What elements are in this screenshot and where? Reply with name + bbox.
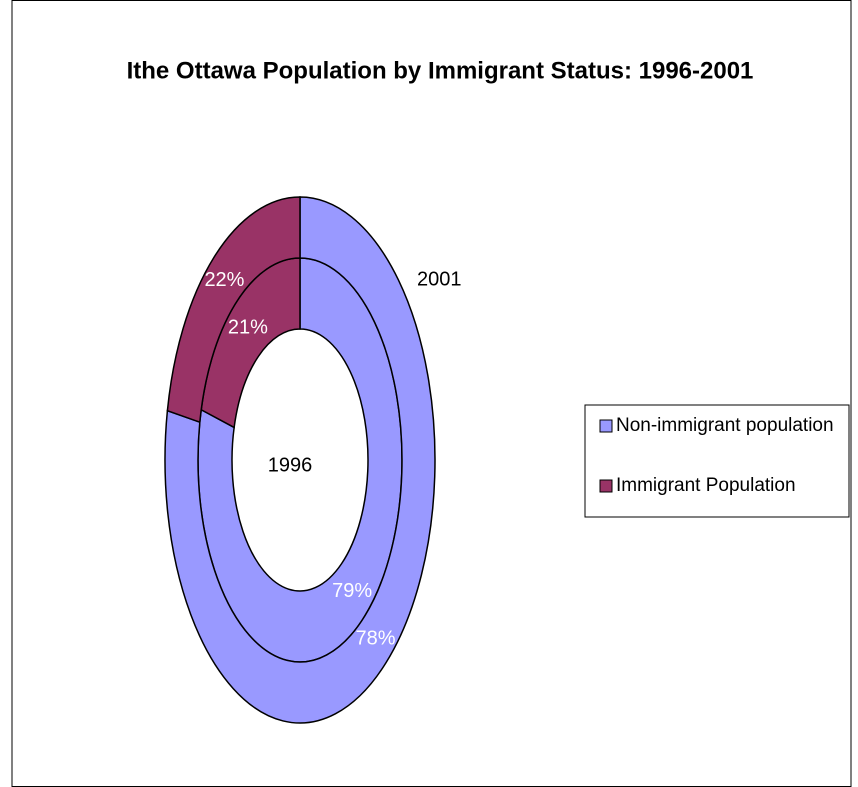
legend-swatch bbox=[599, 419, 613, 433]
data-label: 21% bbox=[228, 317, 268, 339]
data-label: 79% bbox=[332, 580, 372, 602]
data-label: 78% bbox=[356, 627, 396, 649]
chart-frame bbox=[11, 0, 852, 787]
legend-label: Non-immigrant population bbox=[616, 415, 834, 436]
donut-segment bbox=[164, 196, 436, 724]
chart-title: Ithe Ottawa Population by Immigrant Stat… bbox=[127, 57, 754, 84]
series-label: 1996 bbox=[268, 454, 313, 476]
series-label: 2001 bbox=[417, 268, 462, 290]
data-label: 22% bbox=[204, 269, 244, 291]
legend-swatch bbox=[599, 479, 613, 493]
donut-segment bbox=[166, 196, 301, 424]
legend-box bbox=[584, 404, 850, 518]
legend-label: Immigrant Population bbox=[616, 475, 796, 496]
